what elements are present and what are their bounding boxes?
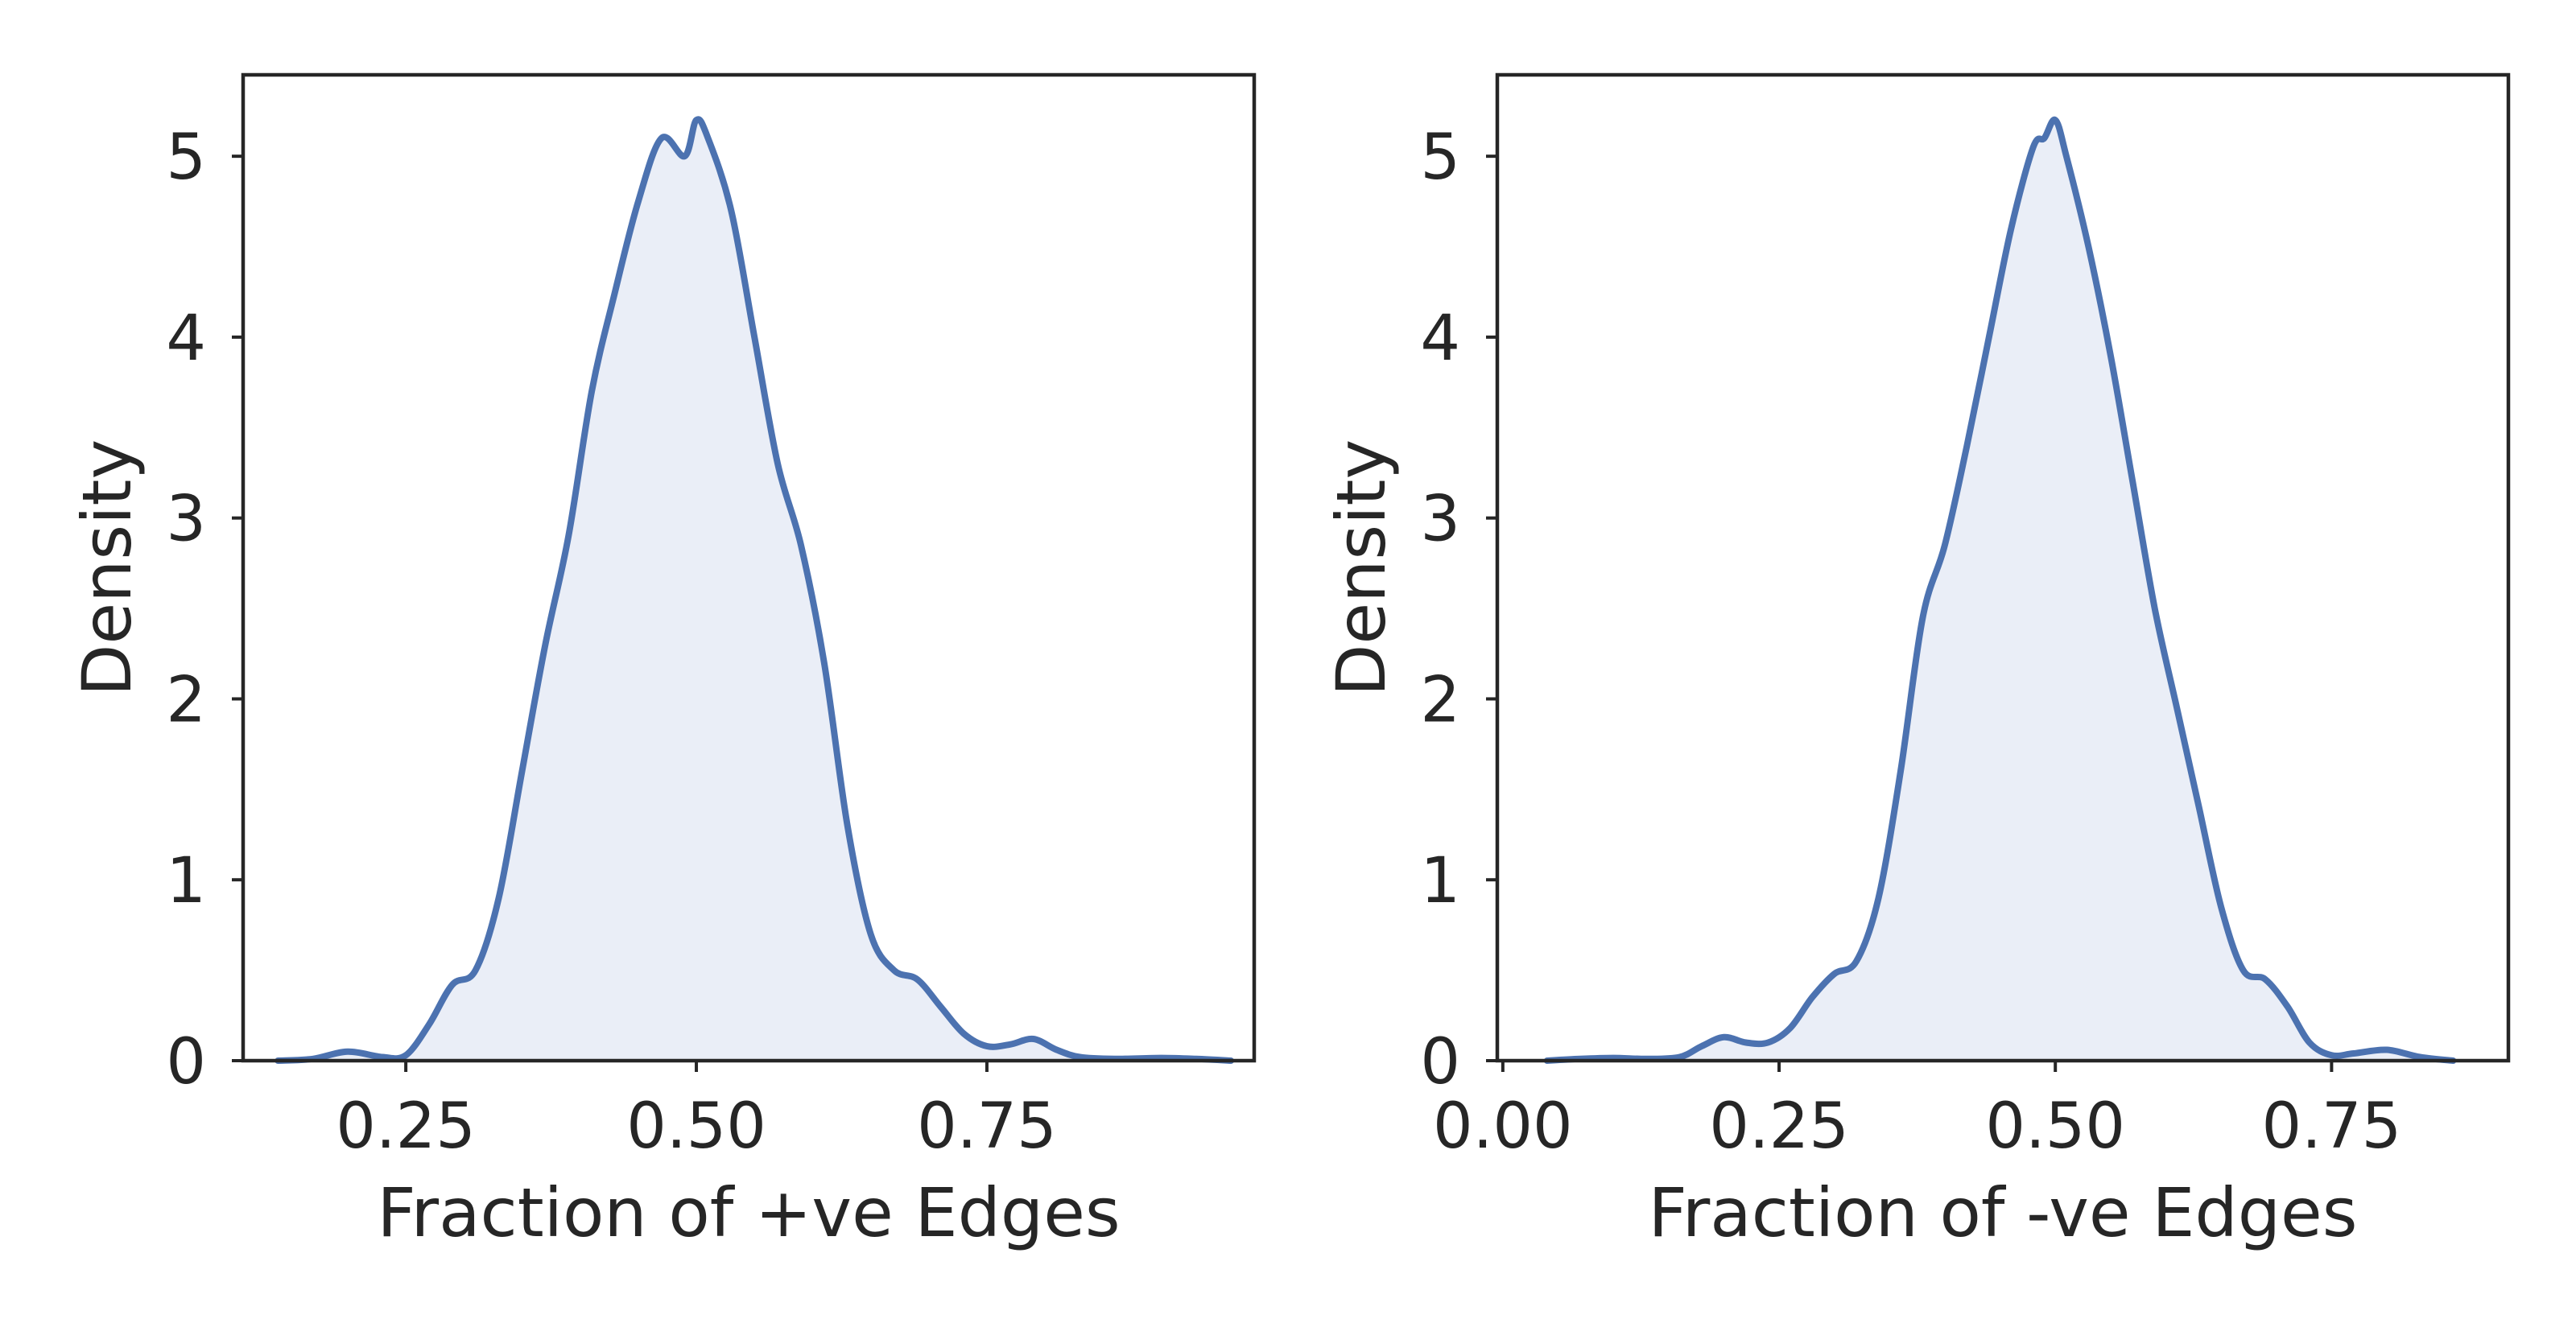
y-tick-label: 2 [1420,664,1460,736]
y-axis-label: Density [1322,439,1401,696]
x-tick-label: 0.50 [1985,1090,2125,1163]
y-tick-label: 1 [166,845,206,917]
subplot-2: 0.00 0.25 0.50 0.75 0 1 2 3 4 5 Fraction of -ve Ed… [1322,72,2511,1252]
plot-frame [241,72,1257,1063]
x-tick-label: 0.75 [917,1090,1057,1163]
subplot-1: 0.25 0.50 0.75 0 1 2 3 4 5 Fraction of +ve Edges D… [68,72,1257,1252]
y-tick-label: 3 [166,484,206,556]
y-tick-label: 4 [1420,303,1460,375]
y-tick-label: 5 [166,122,206,194]
y-tick-label: 4 [166,303,206,375]
x-tick-label: 0.00 [1433,1090,1573,1163]
y-tick-label: 0 [166,1026,206,1098]
y-tick-label: 2 [166,664,206,736]
x-tick-label: 0.75 [2262,1090,2402,1163]
x-tick-label: 0.25 [336,1090,476,1163]
x-tick-label: 0.50 [626,1090,766,1163]
x-tick-label: 0.25 [1709,1090,1849,1163]
kde-area-fill [278,119,1232,1061]
y-tick-label: 5 [1420,122,1460,194]
x-axis-label: Fraction of -ve Edges [1649,1173,2358,1252]
kde-density-curve [1543,116,2457,1064]
kde-density-curve [275,116,1235,1064]
y-tick-label: 3 [1420,484,1460,556]
x-axis-label: Fraction of +ve Edges [377,1173,1120,1252]
y-tick-label: 1 [1420,845,1460,917]
y-tick-label: 0 [1420,1026,1460,1098]
plot-frame [1495,72,2511,1063]
kde-area-fill [1546,119,2454,1061]
y-axis-label: Density [68,439,147,696]
